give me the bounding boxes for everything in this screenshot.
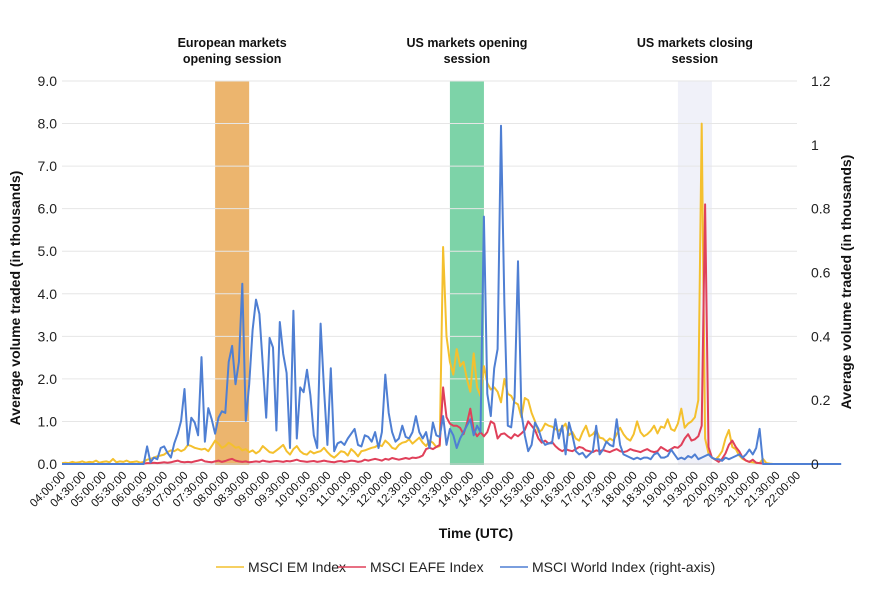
y-tick-label: 9.0 (38, 73, 58, 89)
series-lines (61, 122, 842, 465)
legend-label: MSCI EAFE Index (370, 559, 484, 575)
legend-item: MSCI EAFE Index (338, 559, 484, 575)
session-band-label: European markets (178, 36, 287, 50)
y2-tick-label: 0.4 (811, 328, 831, 344)
y-tick-label: 8.0 (38, 116, 58, 132)
series-line (62, 124, 842, 465)
y2-tick-label: 1.2 (811, 73, 831, 89)
gridlines (62, 80, 797, 465)
legend: MSCI EM Index MSCI EAFE Index MSCI World I… (216, 559, 715, 575)
legend-label: MSCI World Index (right-axis) (532, 559, 715, 575)
y2-tick-label: 0.2 (811, 392, 831, 408)
legend-item: MSCI EM Index (216, 559, 346, 575)
series-line (61, 122, 791, 465)
session-bands (215, 81, 712, 465)
y-tick-label: 2.0 (38, 371, 58, 387)
y2-tick-label: 0 (811, 456, 819, 472)
legend-label: MSCI EM Index (248, 559, 346, 575)
x-axis-ticks: 04:00:0004:30:0005:00:0005:30:0006:00:00… (28, 470, 803, 510)
x-axis-title: Time (UTC) (439, 525, 513, 541)
y-tick-label: 5.0 (38, 243, 58, 259)
y-tick-label: 1.0 (38, 413, 58, 429)
y-tick-label: 6.0 (38, 201, 58, 217)
left-y-axis-ticks: 0.0 1.0 2.0 3.0 4.0 5.0 6.0 7.0 8.0 9.0 (38, 73, 58, 472)
session-band-label: session (672, 52, 719, 66)
y-tick-label: 7.0 (38, 158, 58, 174)
session-band-labels: European markets opening session US market… (178, 36, 753, 66)
session-band (215, 81, 250, 465)
session-band-label: opening session (183, 52, 282, 66)
right-y-axis-title: Average volume traded (in thousands) (838, 155, 854, 410)
session-band-label: US markets closing (637, 36, 753, 50)
y2-tick-label: 1 (811, 137, 819, 153)
legend-item: MSCI World Index (right-axis) (500, 559, 715, 575)
y2-tick-label: 0.6 (811, 265, 831, 281)
y2-tick-label: 0.8 (811, 201, 831, 217)
y-tick-label: 3.0 (38, 328, 58, 344)
right-y-axis-ticks: 0 0.2 0.4 0.6 0.8 1 1.2 (811, 73, 831, 472)
session-band (449, 81, 484, 465)
left-y-axis-title: Average volume traded (in thousands) (7, 171, 23, 426)
session-band-label: US markets opening (406, 36, 527, 50)
series-line (62, 203, 794, 465)
y-tick-label: 4.0 (38, 286, 58, 302)
session-band-label: session (444, 52, 491, 66)
y-tick-label: 0.0 (38, 456, 58, 472)
